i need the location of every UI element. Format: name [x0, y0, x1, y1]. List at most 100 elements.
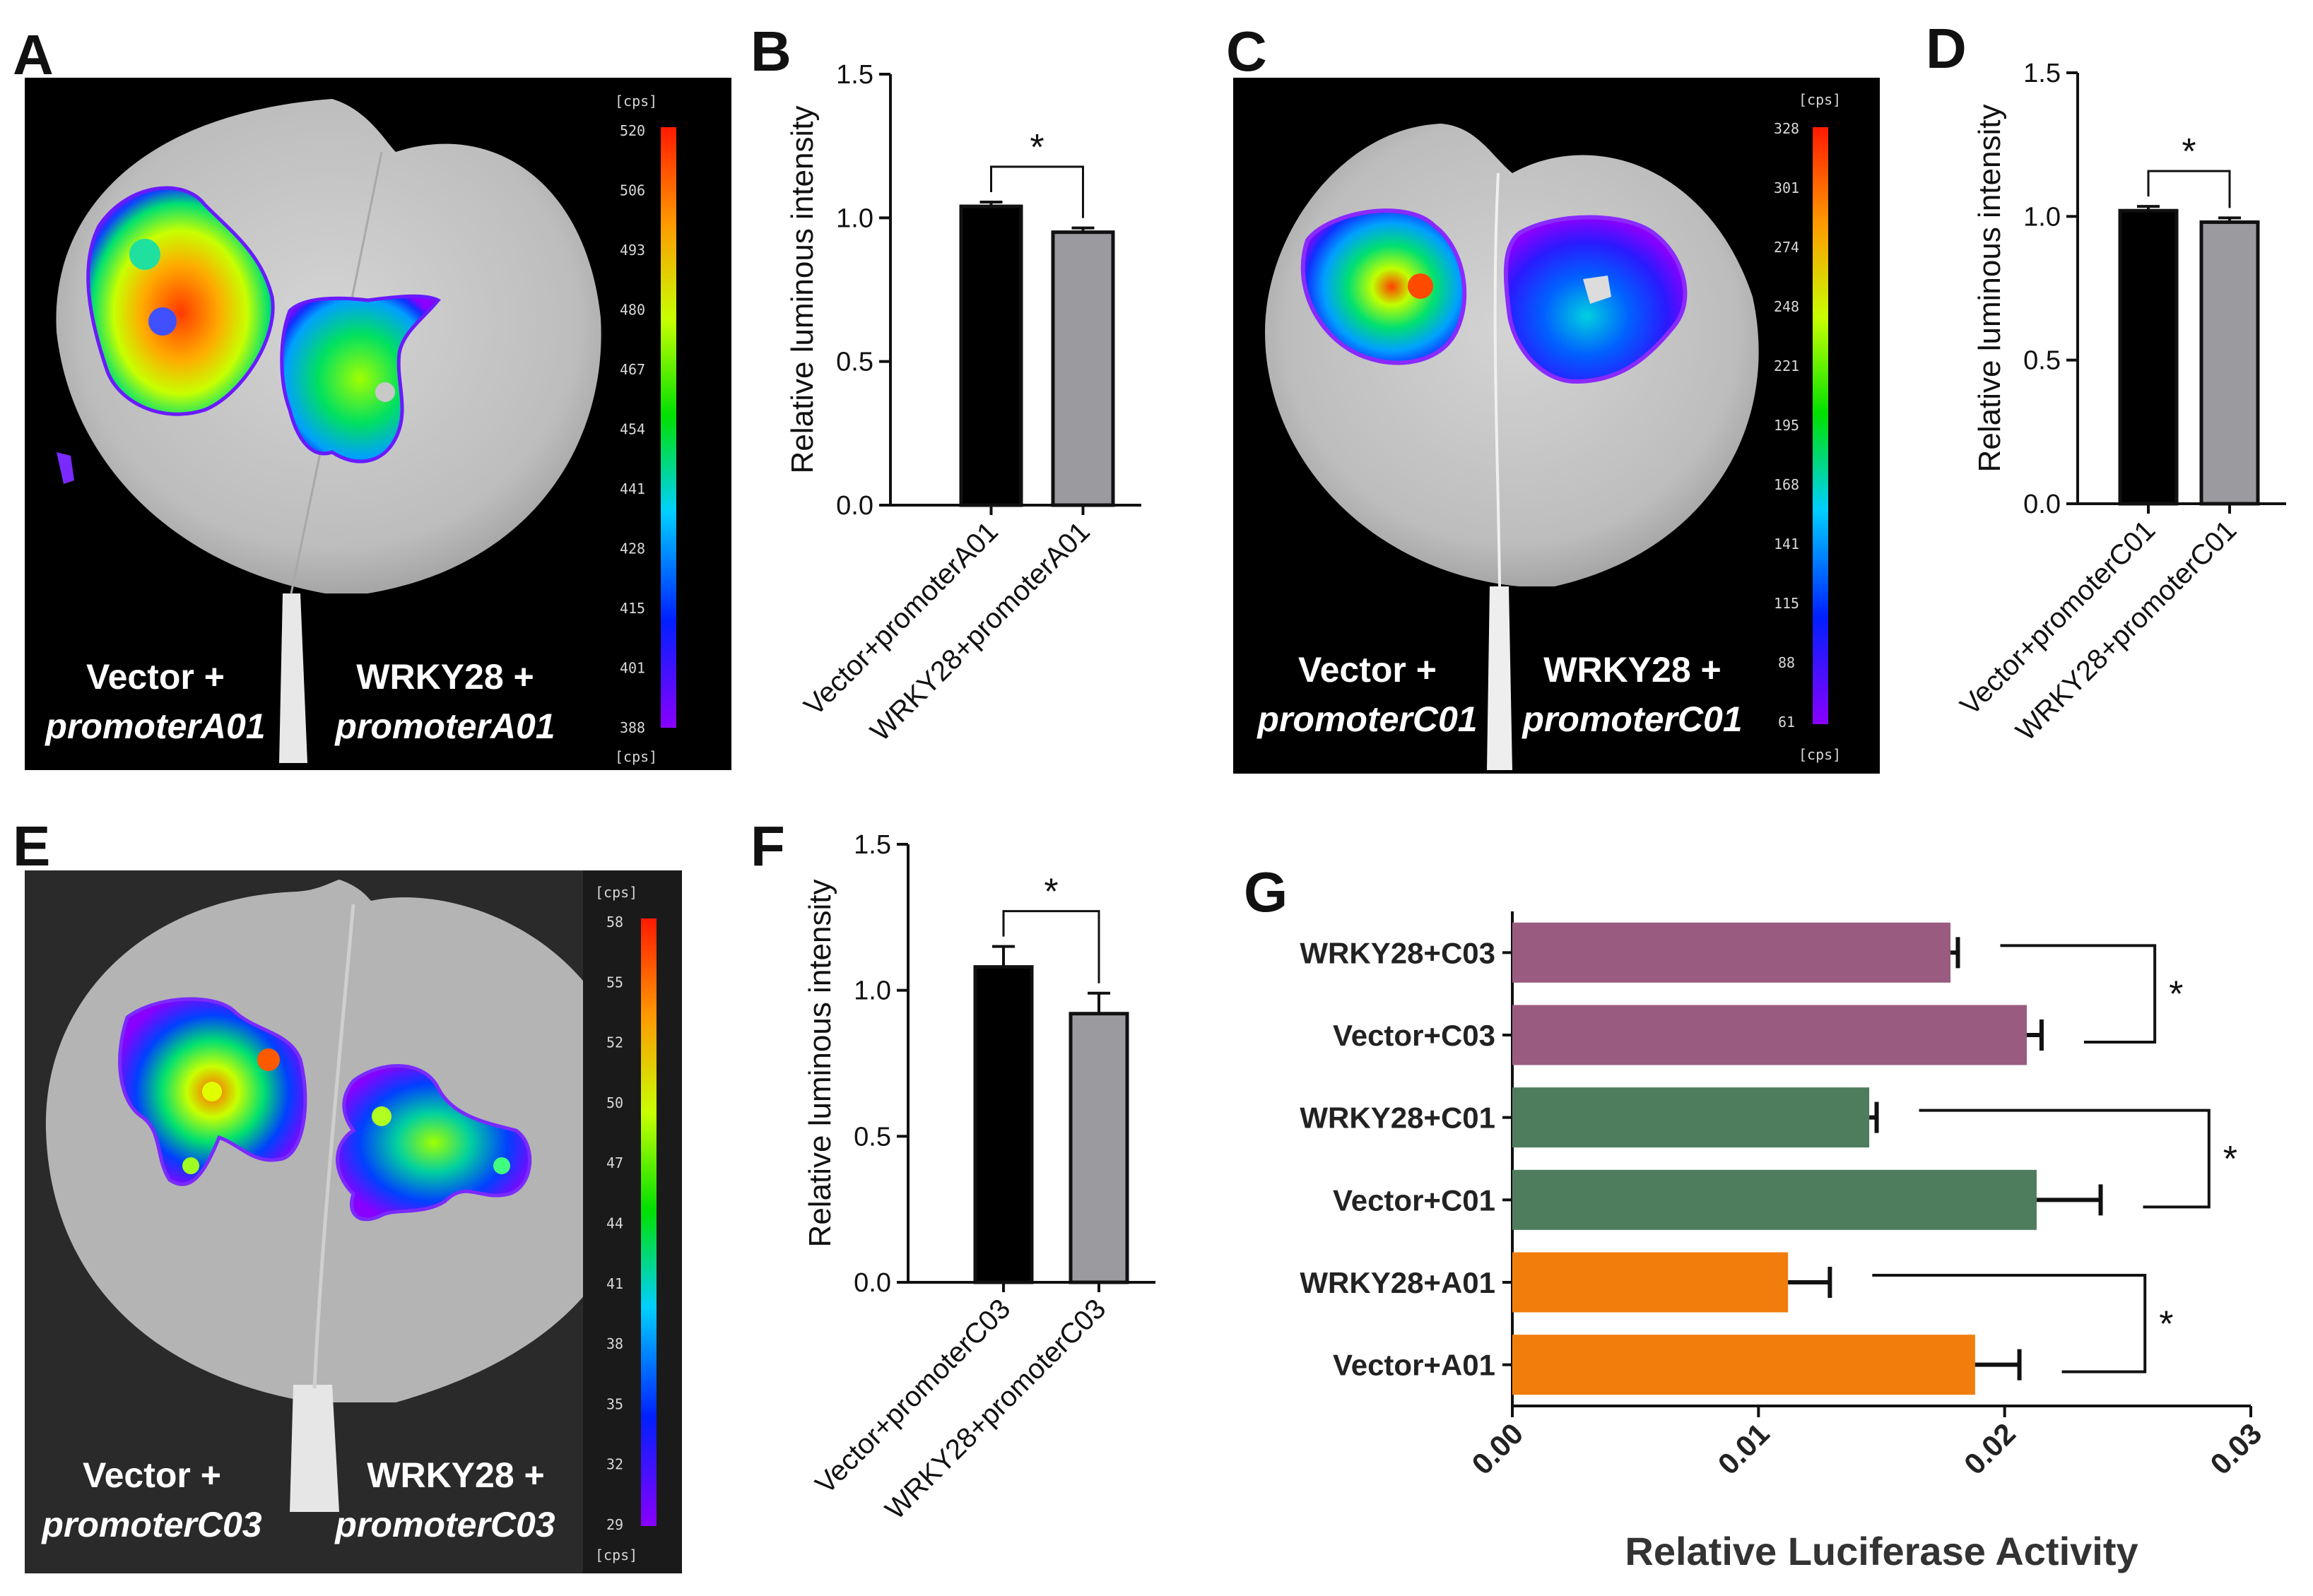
- colorbar-tick-label: 493: [620, 242, 645, 259]
- leaf-vein: [312, 904, 355, 1389]
- leaf-label-right-line2: promoterC03: [334, 1505, 555, 1544]
- leaf-label-right-line2: promoterC01: [1521, 699, 1742, 739]
- colorbar-tick-label: 480: [620, 302, 645, 319]
- bar: [1512, 1169, 2037, 1230]
- bar: [2199, 220, 2260, 506]
- colorbar-tick-label: 32: [606, 1456, 623, 1473]
- signal-hotspot: [1408, 273, 1433, 299]
- x-tick-label: 0.02: [1958, 1417, 2022, 1481]
- colorbar-unit-top: [cps]: [595, 884, 637, 901]
- significance-bracket: [1872, 1274, 2147, 1373]
- colorbar-tick-label: 55: [606, 974, 623, 991]
- bar: [1512, 1252, 1789, 1313]
- colorbar-unit-bottom: [cps]: [615, 748, 657, 765]
- leaf-label-right-line1: WRKY28 +: [1543, 650, 1721, 690]
- significance-star: *: [1044, 872, 1058, 913]
- panel-a: A Vector + promoterA01 WRKY28 + promoter…: [13, 23, 731, 770]
- colorbar-tick-label: 61: [1778, 714, 1795, 731]
- y-category-label: Vector+C03: [1333, 1019, 1495, 1052]
- significance-bracket: [1002, 910, 1100, 983]
- leaf-stem: [290, 1385, 339, 1512]
- colorbar-gradient: [641, 918, 657, 1526]
- colorbar-gradient: [661, 127, 676, 728]
- panel-c: C Vector + promoterC01 WRKY28 + promoter…: [1226, 20, 1880, 774]
- colorbar-tick-label: 58: [606, 914, 623, 930]
- chart-d: D 0.0 0.5 1.0 1.5 Relative luminous intensity…: [1926, 17, 2286, 747]
- panel-letter-a: A: [13, 23, 54, 86]
- significance-star: *: [1030, 127, 1044, 168]
- colorbar-tick-label: 520: [620, 122, 645, 139]
- bar: [1069, 1012, 1129, 1284]
- colorbar-tick-label: 454: [620, 421, 645, 438]
- significance-bracket: [990, 165, 1084, 218]
- signal-spot-left-a: [129, 239, 160, 270]
- colorbar-tick-label: 401: [620, 660, 645, 677]
- signal-hotspot-c: [182, 1157, 199, 1174]
- colorbar-unit-bottom: [cps]: [595, 1547, 637, 1564]
- colorbar-c: [cps] [cps] 328 301 274 248 221 195 168 141 115 8…: [1774, 91, 1841, 763]
- leaf-label-right-line2: promoterA01: [334, 707, 555, 746]
- y-tick-label: 1.5: [2023, 59, 2061, 88]
- signal-blob-left: [1300, 208, 1467, 365]
- y-category-label: Vector+C01: [1333, 1183, 1495, 1217]
- significance-star: *: [2159, 1304, 2173, 1344]
- y-tick-label: 0.0: [2023, 490, 2061, 519]
- leaf-label-right-line1: WRKY28 +: [367, 1455, 544, 1495]
- colorbar-tick-label: 221: [1774, 357, 1799, 374]
- y-axis-title: Relative luminous intensity: [1972, 105, 2007, 473]
- colorbar-tick-label: 41: [606, 1275, 623, 1292]
- y-tick-label: 0.0: [854, 1268, 891, 1298]
- colorbar-background: [583, 870, 682, 1573]
- x-tick-label: 0.03: [2203, 1417, 2268, 1481]
- bar: [1051, 230, 1115, 507]
- colorbar-tick-label: 29: [606, 1516, 623, 1533]
- panel-letter-g: G: [1244, 861, 1288, 923]
- y-tick-label: 0.5: [836, 348, 873, 377]
- colorbar-tick-label: 44: [606, 1215, 623, 1232]
- significance-bracket: [2147, 170, 2231, 208]
- bar: [1512, 1335, 1975, 1395]
- panel-e: E Vector + promoterC03 WRKY28 + promoter…: [13, 815, 682, 1573]
- significance-bracket: [2000, 944, 2157, 1044]
- y-tick-label: 1.5: [836, 60, 873, 90]
- colorbar-tick-label: 88: [1778, 654, 1795, 671]
- colorbar-tick-label: 467: [620, 361, 645, 378]
- y-tick-label: 1.0: [854, 976, 891, 1006]
- panel-letter-d: D: [1926, 17, 1967, 80]
- bar: [1512, 1087, 1870, 1148]
- colorbar-tick-label: 248: [1774, 298, 1799, 315]
- colorbar-tick-label: 301: [1774, 179, 1799, 196]
- bar: [2118, 208, 2179, 506]
- y-category-label: WRKY28+C01: [1300, 1101, 1495, 1135]
- colorbar-tick-label: 47: [606, 1154, 623, 1171]
- colorbar-tick-label: 428: [620, 540, 645, 557]
- leaf-label-left-line1: Vector +: [83, 1455, 221, 1495]
- signal-blob-right: [280, 294, 441, 463]
- significance-bracket: [1919, 1109, 2211, 1209]
- panel-letter-b: B: [751, 20, 791, 83]
- chart-b: B 0.0 0.5 1.0 1.5 Relative luminous intensity…: [751, 20, 1141, 747]
- colorbar-unit-top: [cps]: [615, 93, 657, 110]
- colorbar-unit-bottom: [cps]: [1799, 746, 1841, 763]
- leaf-label-right-line1: WRKY28 +: [356, 657, 534, 697]
- bar: [959, 204, 1023, 507]
- y-tick-label: 1.5: [854, 830, 891, 860]
- colorbar-unit-top: [cps]: [1799, 91, 1841, 108]
- colorbar-tick-label: 35: [606, 1395, 623, 1412]
- signal-spot-left-b: [148, 307, 177, 336]
- y-tick-label: 0.5: [2023, 346, 2061, 376]
- y-tick-label: 0.0: [836, 491, 873, 521]
- colorbar-tick-label: 52: [606, 1034, 623, 1051]
- colorbar-tick-label: 168: [1774, 476, 1799, 493]
- colorbar-tick-label: 50: [606, 1094, 623, 1111]
- x-axis-title: Relative Luciferase Activity: [1625, 1529, 2138, 1573]
- panel-letter-e: E: [13, 815, 50, 877]
- colorbar-tick-label: 195: [1774, 417, 1799, 434]
- colorbar-tick-label: 441: [620, 480, 645, 497]
- signal-hotspot-a: [257, 1048, 280, 1071]
- signal-hotspot-e: [493, 1157, 510, 1174]
- panel-letter-c: C: [1226, 20, 1267, 83]
- leaf-label-left-line2: promoterC01: [1256, 699, 1477, 739]
- colorbar-tick-label: 141: [1774, 536, 1799, 552]
